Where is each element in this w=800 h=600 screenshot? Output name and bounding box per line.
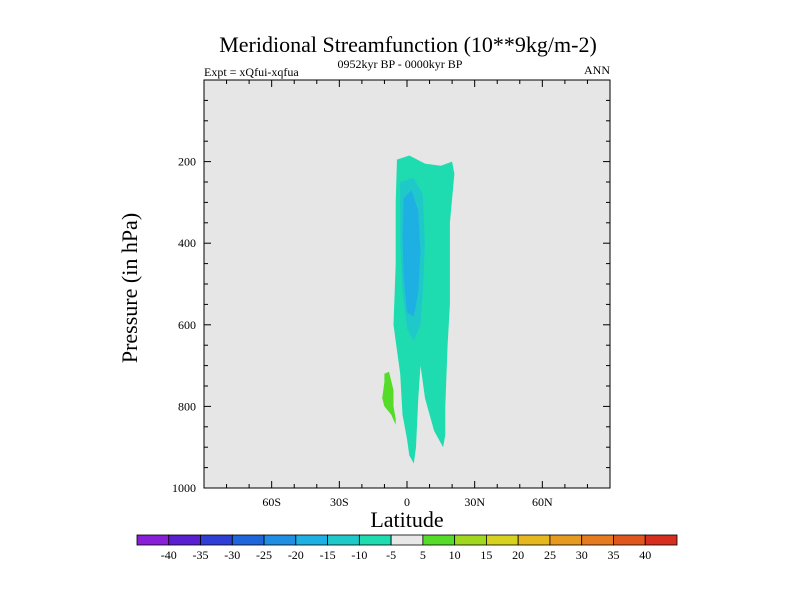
colorbar-label: 5 [420,548,426,562]
colorbar-swatch [263,534,297,546]
colorbar-label: 30 [576,548,588,562]
y-tick-label: 200 [178,155,196,169]
colorbar-swatch [390,534,424,546]
colorbar-swatch [644,534,678,546]
time-range-label: 0952kyr BP - 0000kyr BP [338,57,463,71]
colorbar-swatch [231,534,265,546]
colorbar-label: 15 [480,548,492,562]
colorbar-label: -25 [256,548,272,562]
colorbar-swatch [517,534,551,546]
colorbar-label: 10 [449,548,461,562]
colorbar-label: -10 [351,548,367,562]
colorbar-swatch [200,534,233,546]
x-axis-ticks: 60S 30S 0 30N 60N [226,80,588,509]
contour-regions [382,155,455,464]
y-tick-label: 600 [178,318,196,332]
colorbar: -40 -35 -30 -25 -20 -15 -10 -5 5 10 15 20 25 30 35 40 [136,534,678,562]
colorbar-label: -30 [224,548,240,562]
experiment-label: Expt = xQfui-xqfua [204,65,299,79]
colorbar-label: -5 [386,548,396,562]
y-axis-ticks: 200 400 600 800 1000 [172,99,610,495]
colorbar-swatch [581,534,614,546]
x-tick-label: 60N [532,495,553,509]
colorbar-swatch [454,534,487,546]
x-tick-label: 60S [262,495,281,509]
negative-15-to-20-region [402,190,421,317]
colorbar-swatch [168,534,201,546]
colorbar-label: 40 [639,548,651,562]
y-axis-label: Pressure (in hPa) [117,213,142,363]
y-tick-label: 1000 [172,481,196,495]
colorbar-swatch [136,534,170,546]
y-tick-label: 800 [178,399,196,413]
x-tick-label: 30N [464,495,485,509]
season-label: ANN [584,63,610,77]
colorbar-swatch [358,534,392,546]
x-tick-label: 30S [330,495,349,509]
x-tick-label: 0 [404,495,410,509]
colorbar-label: 25 [544,548,556,562]
colorbar-swatch [486,534,519,546]
colorbar-label: -15 [320,548,336,562]
colorbar-label: -40 [161,548,177,562]
colorbar-swatch [613,534,646,546]
positive-5-to-10-region [382,371,396,425]
colorbar-swatch [327,534,360,546]
colorbar-swatch [549,534,583,546]
colorbar-swatch [295,534,328,546]
colorbar-label: -35 [193,548,209,562]
colorbar-swatch [422,534,456,546]
y-tick-label: 400 [178,236,196,250]
colorbar-label: 35 [607,548,619,562]
chart-title: Meridional Streamfunction (10**9kg/m-2) [219,32,597,57]
colorbar-label: 20 [512,548,524,562]
x-axis-label: Latitude [370,507,443,532]
colorbar-label: -20 [288,548,304,562]
